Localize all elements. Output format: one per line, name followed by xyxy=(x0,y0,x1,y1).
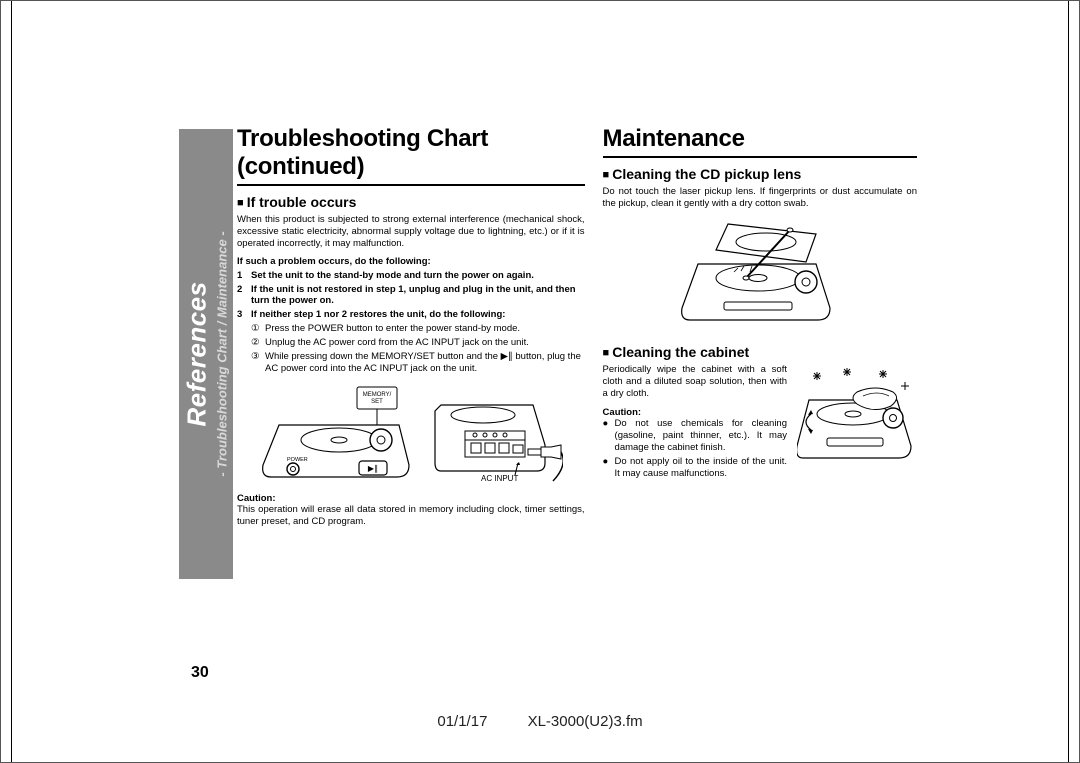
substep-2: ②Unplug the AC power cord from the AC IN… xyxy=(251,337,585,349)
cabinet-clean-icon xyxy=(797,364,917,474)
left-caution-label: Caution: xyxy=(237,493,585,504)
front-unit-icon: MEMORY/ SET POWER ▶∥ xyxy=(259,385,419,485)
content-columns: Troubleshooting Chart (continued) If tro… xyxy=(237,125,917,533)
page-number: 30 xyxy=(191,664,209,682)
manual-page: References - Troubleshooting Chart / Mai… xyxy=(0,0,1080,763)
memory-label-2: SET xyxy=(371,399,383,405)
sidebar-title: References xyxy=(182,231,213,476)
power-label: POWER xyxy=(287,457,308,463)
cabinet-bullets: ●Do not use chemicals for cleaning (gaso… xyxy=(603,418,787,479)
rear-unit-icon: AC INPUT xyxy=(433,385,563,485)
cd-lens-text: Do not touch the laser pickup lens. If f… xyxy=(603,186,917,210)
ac-input-label: AC INPUT xyxy=(481,474,518,483)
trouble-intro: When this product is subjected to strong… xyxy=(237,214,585,250)
maintenance-heading: Maintenance xyxy=(603,125,917,158)
main-steps: 1Set the unit to the stand-by mode and t… xyxy=(237,270,585,322)
troubleshooting-heading: Troubleshooting Chart (continued) xyxy=(237,125,585,186)
sidebar-subtitle: - Troubleshooting Chart / Maintenance - xyxy=(215,231,230,476)
sidebar-tab: References - Troubleshooting Chart / Mai… xyxy=(179,129,233,579)
if-trouble-heading: If trouble occurs xyxy=(237,194,585,210)
trouble-figure-row: MEMORY/ SET POWER ▶∥ xyxy=(237,385,585,485)
cabinet-row: Periodically wipe the cabinet with a sof… xyxy=(603,364,917,482)
sub-steps: ①Press the POWER button to enter the pow… xyxy=(251,323,585,375)
cabinet-heading: Cleaning the cabinet xyxy=(603,344,917,360)
cabinet-caution-label: Caution: xyxy=(603,407,787,418)
page-footer: 01/1/17 XL-3000(U2)3.fm xyxy=(1,713,1079,730)
step-3: 3If neither step 1 nor 2 restores the un… xyxy=(237,309,585,321)
margin-line-left xyxy=(11,1,12,762)
cd-lens-icon xyxy=(680,220,840,330)
left-column: Troubleshooting Chart (continued) If tro… xyxy=(237,125,585,533)
left-caution-text: This operation will erase all data store… xyxy=(237,504,585,528)
cd-lens-figure xyxy=(603,220,917,330)
substep-1: ①Press the POWER button to enter the pow… xyxy=(251,323,585,335)
margin-line-right xyxy=(1068,1,1069,762)
step-2: 2If the unit is not restored in step 1, … xyxy=(237,284,585,308)
memory-label: MEMORY/ xyxy=(362,392,391,398)
cabinet-bullet-2: ●Do not apply oil to the inside of the u… xyxy=(603,456,787,480)
step-1: 1Set the unit to the stand-by mode and t… xyxy=(237,270,585,282)
play-label: ▶∥ xyxy=(368,464,378,473)
cabinet-text: Periodically wipe the cabinet with a sof… xyxy=(603,364,787,400)
trouble-lead: If such a problem occurs, do the followi… xyxy=(237,256,585,267)
cabinet-bullet-1: ●Do not use chemicals for cleaning (gaso… xyxy=(603,418,787,454)
cabinet-figure xyxy=(797,364,917,482)
footer-date: 01/1/17 xyxy=(437,713,487,730)
footer-file: XL-3000(U2)3.fm xyxy=(528,713,643,730)
right-column: Maintenance Cleaning the CD pickup lens … xyxy=(603,125,917,533)
substep-3: ③While pressing down the MEMORY/SET butt… xyxy=(251,351,585,375)
cd-lens-heading: Cleaning the CD pickup lens xyxy=(603,166,917,182)
